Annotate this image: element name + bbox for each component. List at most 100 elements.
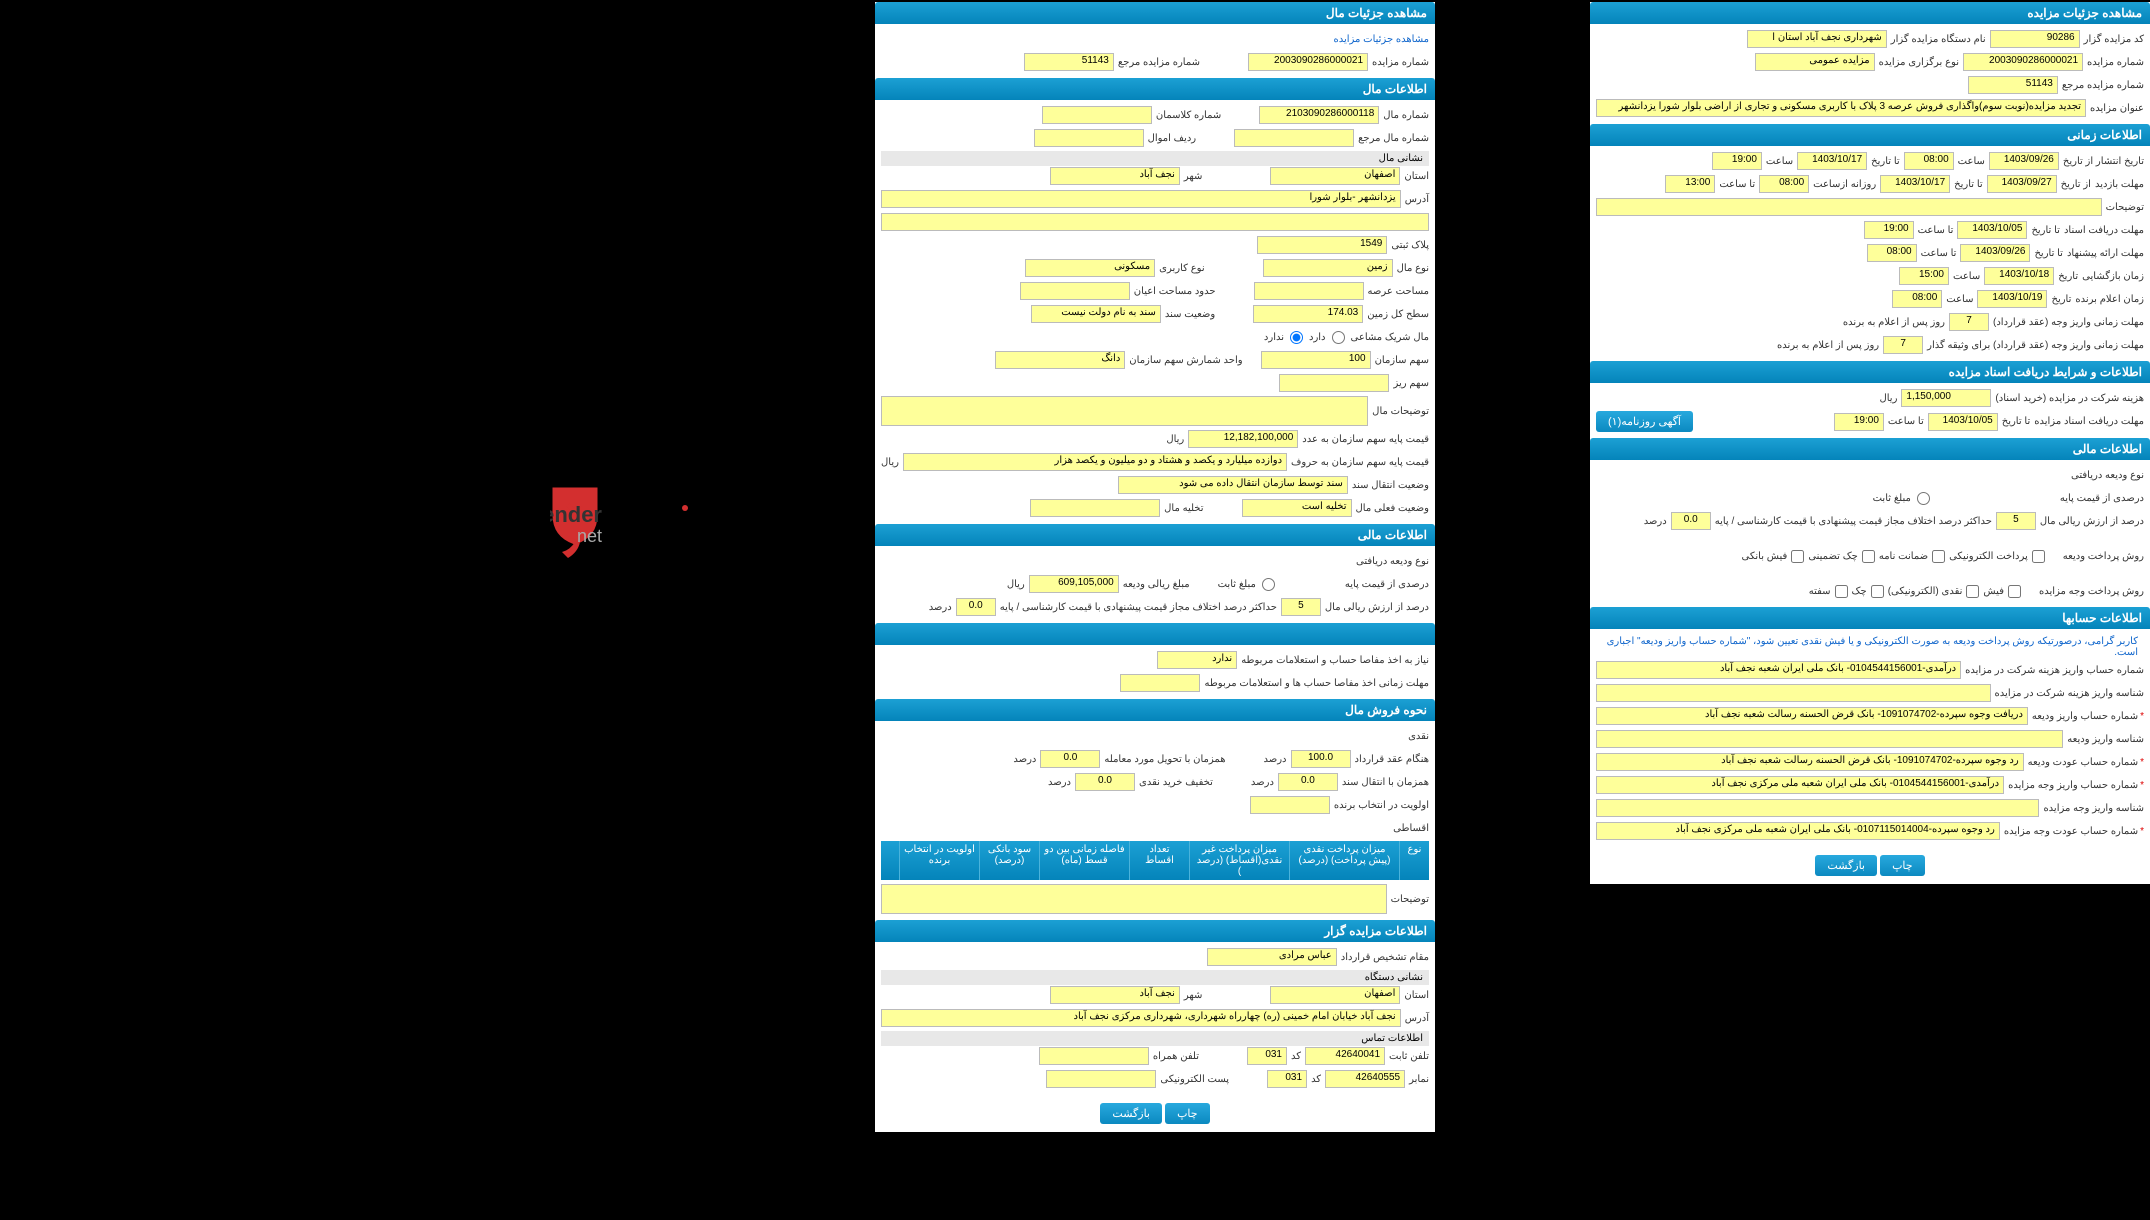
section-mafsaa xyxy=(875,623,1435,645)
shared-yes-radio[interactable] xyxy=(1332,331,1345,344)
status-label: وضعیت سند xyxy=(1165,309,1215,320)
use-label: نوع کاربری xyxy=(1159,263,1204,274)
fee-label: هزینه شرکت در مزایده (خرید اسناد) xyxy=(1995,393,2144,404)
mafsaa-time-label: مهلت زمانی اخذ مفاصا حساب ها و استعلامات… xyxy=(1204,678,1429,689)
ref-asset-field xyxy=(1234,129,1354,147)
print-button-left[interactable]: چاپ xyxy=(1165,1103,1210,1124)
offer-hour-field: 08:00 xyxy=(1867,244,1917,262)
section-time-info: اطلاعات زمانی xyxy=(1590,124,2150,146)
asset-desc-label: توضیحات مال xyxy=(1372,406,1429,417)
pay-fish-check[interactable] xyxy=(1791,550,1804,563)
l-ref-no-label: شماره مزایده مرجع xyxy=(1118,57,1200,68)
deposit1-label: مهلت زمانی واریز وجه (عقد قرارداد) xyxy=(1993,317,2144,328)
open-date-field: 1403/10/18 xyxy=(1984,267,2054,285)
email-field xyxy=(1046,1070,1156,1088)
title-label: عنوان مزایده xyxy=(2090,103,2144,114)
fax-code-field: 031 xyxy=(1267,1070,1307,1088)
delivery-label: همزمان با تحویل مورد معامله xyxy=(1104,754,1225,765)
fax-label: نمابر xyxy=(1409,1074,1429,1085)
acc6-label: شماره حساب واریز وجه مزایده xyxy=(2008,780,2144,791)
fax-field: 42640555 xyxy=(1325,1070,1405,1088)
pa-cash-check[interactable] xyxy=(1966,585,1979,598)
area-field xyxy=(1254,282,1364,300)
pay-elec-check[interactable] xyxy=(2032,550,2045,563)
base-price-field: 12,182,100,000 xyxy=(1188,430,1298,448)
code-field: 90286 xyxy=(1990,30,2080,48)
doc-recv-date-field: 1403/10/05 xyxy=(1928,413,1998,431)
current-field: تخلیه است xyxy=(1242,499,1352,517)
priority-label: اولویت در انتخاب برنده xyxy=(1334,800,1429,811)
org-field: شهرداری نجف آباد استان ا xyxy=(1747,30,1887,48)
visit-label: مهلت بازدید xyxy=(2095,179,2144,190)
l-maxdiff-field: 0.0 xyxy=(956,598,996,616)
rial-pct-field: 5 xyxy=(1996,512,2036,530)
open-label: زمان بازگشایی xyxy=(2082,271,2144,282)
pay-guar-check[interactable] xyxy=(1932,550,1945,563)
pay-check-check[interactable] xyxy=(1862,550,1875,563)
section-asset-header: مشاهده جزئیات مال xyxy=(875,2,1435,24)
pa-fish-check[interactable] xyxy=(2008,585,2021,598)
newspaper-ad-button[interactable]: آگهی روزنامه(۱) xyxy=(1596,411,1693,432)
l-auction-no-label: شماره مزایده xyxy=(1372,57,1429,68)
pub-from-field: 1403/09/26 xyxy=(1989,152,2059,170)
fixed-radio[interactable] xyxy=(1917,492,1930,505)
pa-safte-check[interactable] xyxy=(1835,585,1848,598)
amval-row-label: ردیف اموال xyxy=(1148,133,1197,144)
acc8-label: شماره حساب عودت وجه مزایده xyxy=(2004,826,2144,837)
view-auction-link[interactable]: مشاهده جزئیات مزایده xyxy=(1333,34,1429,45)
vacate-field xyxy=(1030,499,1160,517)
doc-recv-hour-field: 19:00 xyxy=(1834,413,1884,431)
area-label: مساحت عرصه xyxy=(1368,286,1429,297)
priority-field xyxy=(1250,796,1330,814)
delivery-field: 0.0 xyxy=(1040,750,1100,768)
acc3-label: شماره حساب واریز ودیعه xyxy=(2032,711,2144,722)
addr-label: آدرس xyxy=(1405,194,1429,205)
dep-amount-field: 609,105,000 xyxy=(1029,575,1119,593)
visit-to-field: 1403/10/17 xyxy=(1880,175,1950,193)
deposit-type-label: نوع ودیعه دریافتی xyxy=(2071,470,2144,481)
acc7-field xyxy=(1596,799,2039,817)
back-button-right[interactable]: بازگشت xyxy=(1815,855,1877,876)
acc6-field: درآمدی-0104544156001- بانک ملی ایران شعب… xyxy=(1596,776,2004,794)
section-auctioneer: اطلاعات مزایده گزار xyxy=(875,920,1435,942)
l-fixed-radio[interactable] xyxy=(1262,578,1275,591)
discount-field: 0.0 xyxy=(1075,773,1135,791)
back-button-left[interactable]: بازگشت xyxy=(1100,1103,1162,1124)
print-button-right[interactable]: چاپ xyxy=(1880,855,1925,876)
pub-to-field: 1403/10/17 xyxy=(1797,152,1867,170)
section-accounts: اطلاعات حسابها xyxy=(1590,607,2150,629)
desc-field xyxy=(1596,198,2102,216)
province-field: اصفهان xyxy=(1270,167,1400,185)
section-financial-left: اطلاعات مالی xyxy=(875,524,1435,546)
doc-hour-field: 19:00 xyxy=(1864,221,1914,239)
addr-field: یزدانشهر -بلوار شورا xyxy=(881,190,1401,208)
province2-field: اصفهان xyxy=(1270,986,1400,1004)
plak-label: پلاک ثبتی xyxy=(1391,240,1429,251)
city-label: شهر xyxy=(1184,171,1203,182)
pay-auction-label: روش پرداخت وجه مزایده xyxy=(2039,586,2144,597)
asset-details-panel: مشاهده جزئیات مال مشاهده جزئیات مزایده ش… xyxy=(875,2,1435,1132)
offer-deadline-label: مهلت ارائه پیشنهاد xyxy=(2067,248,2144,259)
acc5-label: شماره حساب عودت ودیعه xyxy=(2028,757,2144,768)
org-label: نام دستگاه مزایده گزار xyxy=(1891,34,1986,45)
auction-details-panel: مشاهده جزئیات مزایده کد مزایده گزار 9028… xyxy=(1590,2,2150,884)
shared-no-radio[interactable] xyxy=(1290,331,1303,344)
org-share-field: 100 xyxy=(1261,351,1371,369)
phone-label: تلفن ثابت xyxy=(1389,1051,1429,1062)
riz-label: سهم ریز xyxy=(1393,378,1429,389)
doc-to-field: 1403/10/05 xyxy=(1957,221,2027,239)
pub-from-hour-field: 08:00 xyxy=(1904,152,1954,170)
discount-label: تخفیف خرید نقدی xyxy=(1139,777,1213,788)
acc1-label: شماره حساب واریز هزینه شرکت در مزایده xyxy=(1965,665,2144,676)
addr2-field: نجف آباد خیابان امام خمینی (ره) چهارراه … xyxy=(881,1009,1401,1027)
city2-field: نجف آباد xyxy=(1050,986,1180,1004)
acc5-field: رد وجوه سپرده-1091074702- بانک قرض الحسن… xyxy=(1596,753,2024,771)
notes-field xyxy=(881,884,1387,914)
ayan-label: حدود مساحت اعیان xyxy=(1134,286,1216,297)
pa-check-check[interactable] xyxy=(1871,585,1884,598)
acc4-field xyxy=(1596,730,2063,748)
winner-hour-field: 08:00 xyxy=(1892,290,1942,308)
addr2-subheader: نشانی دستگاه xyxy=(881,970,1429,985)
acc7-label: شناسه واریز وجه مزایده xyxy=(2043,803,2144,814)
transfer-label: وضعیت انتقال سند xyxy=(1352,480,1429,491)
